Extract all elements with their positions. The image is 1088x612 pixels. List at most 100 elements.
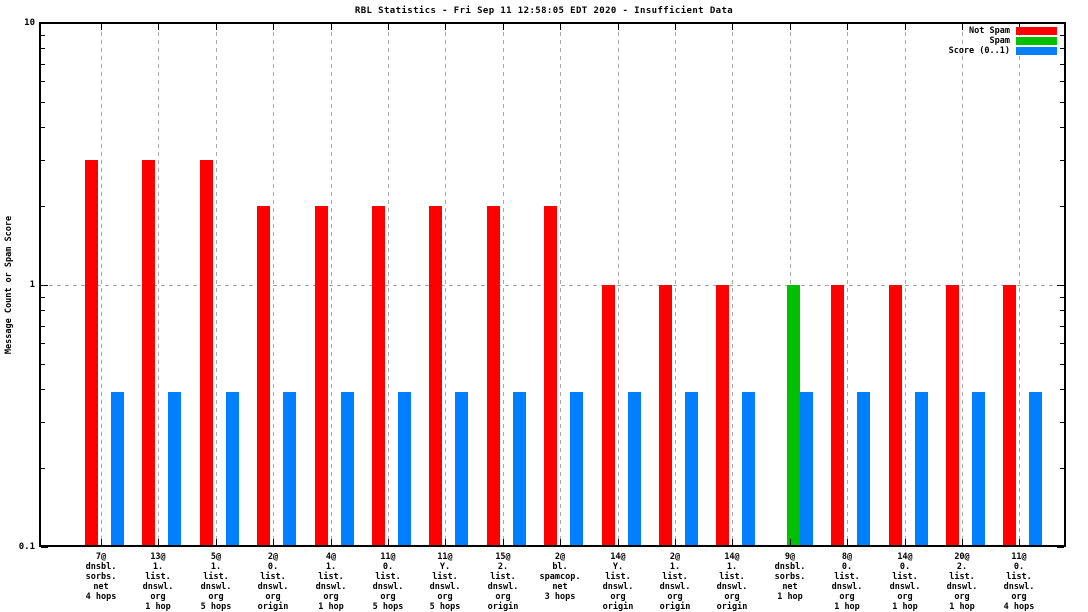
legend-label: Score (0..1) [948, 46, 1010, 56]
bar-score-0-1- [168, 392, 181, 547]
x-tick-top [560, 24, 561, 30]
legend-label: Not Spam [969, 26, 1010, 36]
legend-swatch-icon [1016, 47, 1057, 55]
legend-label: Spam [989, 36, 1010, 46]
legend-entry: Score (0..1) [949, 46, 1057, 56]
x-tick-top [216, 24, 217, 30]
x-tick-bottom [847, 539, 848, 545]
gridline-vertical [388, 24, 389, 545]
x-tick-top [158, 24, 159, 30]
bar-score-0-1- [513, 392, 526, 547]
y-tick-minor-left [41, 48, 45, 49]
bar-score-0-1- [455, 392, 468, 547]
y-tick-minor-left [41, 81, 45, 82]
x-tick-bottom [158, 539, 159, 545]
bar-score-0-1- [972, 392, 985, 547]
x-tick-top [732, 24, 733, 30]
chart-title: RBL Statistics - Fri Sep 11 12:58:05 EDT… [354, 6, 734, 16]
bar-score-0-1- [283, 392, 296, 547]
y-tick-minor-left [41, 35, 45, 36]
bar-not-spam [429, 206, 442, 547]
x-tick-top [905, 24, 906, 30]
x-tick-label: 8@ 0. list. dnswl. org 1 hop [831, 552, 863, 612]
bar-score-0-1- [628, 392, 641, 547]
bar-score-0-1- [111, 392, 124, 547]
x-tick-label: 2@ 1. list. dnswl. org origin [659, 552, 691, 612]
y-tick-minor-right [1060, 468, 1064, 469]
y-tick-minor-right [1060, 310, 1064, 311]
x-tick-bottom [790, 539, 791, 545]
y-tick-major-left [41, 547, 48, 548]
x-tick-label: 11@ Y. list. dnswl. org 5 hops [429, 552, 461, 612]
x-tick-label: 2@ 0. list. dnswl. org origin [257, 552, 289, 612]
x-tick-top [101, 24, 102, 30]
x-tick-label: 5@ 1. list. dnswl. org 5 hops [200, 552, 232, 612]
y-tick-minor-left [41, 310, 45, 311]
x-tick-bottom [445, 539, 446, 545]
x-tick-bottom [503, 539, 504, 545]
y-tick-minor-right [1060, 422, 1064, 423]
y-tick-minor-left [41, 127, 45, 128]
x-tick-top [388, 24, 389, 30]
y-tick-label: 1 [29, 280, 35, 290]
bar-not-spam [487, 206, 500, 547]
x-tick-bottom [962, 539, 963, 545]
x-tick-top [847, 24, 848, 30]
gridline-vertical [158, 24, 159, 545]
y-tick-minor-right [1060, 35, 1064, 36]
gridline-vertical [560, 24, 561, 545]
legend-entry: Not Spam [949, 26, 1057, 36]
x-tick-bottom [331, 539, 332, 545]
bar-not-spam [946, 285, 959, 547]
bar-not-spam [142, 159, 155, 547]
y-tick-major-left [41, 23, 48, 24]
y-tick-minor-right [1060, 326, 1064, 327]
x-tick-label: 7@ dnsbl. sorbs. net 4 hops [85, 552, 117, 602]
y-tick-label: 10 [24, 18, 35, 28]
y-tick-minor-right [1060, 160, 1064, 161]
bar-spam [787, 285, 800, 547]
y-tick-minor-left [41, 389, 45, 390]
y-tick-minor-right [1060, 343, 1064, 344]
gridline-vertical [216, 24, 217, 545]
bar-not-spam [716, 285, 729, 547]
x-tick-bottom [101, 539, 102, 545]
gridline-vertical [273, 24, 274, 545]
gridline-vertical [331, 24, 332, 545]
y-tick-major-right [1057, 23, 1064, 24]
gridline-vertical [503, 24, 504, 545]
y-tick-minor-right [1060, 206, 1064, 207]
bar-score-0-1- [915, 392, 928, 547]
y-tick-minor-left [41, 326, 45, 327]
bar-not-spam [257, 206, 270, 547]
y-tick-minor-left [41, 160, 45, 161]
gridline-vertical [732, 24, 733, 545]
x-tick-bottom [273, 539, 274, 545]
bar-not-spam [602, 285, 615, 547]
y-tick-minor-left [41, 297, 45, 298]
gridline-vertical [905, 24, 906, 545]
y-tick-major-right [1057, 547, 1064, 548]
x-tick-label: 14@ 0. list. dnswl. org 1 hop [889, 552, 921, 612]
gridline-vertical [847, 24, 848, 545]
gridline-vertical [1019, 24, 1020, 545]
x-tick-bottom [216, 539, 217, 545]
x-tick-label: 14@ Y. list. dnswl. org origin [602, 552, 634, 612]
bar-score-0-1- [341, 392, 354, 547]
x-tick-top [331, 24, 332, 30]
legend-swatch-icon [1016, 27, 1057, 35]
bar-not-spam [85, 159, 98, 547]
gridline-vertical [675, 24, 676, 545]
gridline-vertical [618, 24, 619, 545]
x-tick-bottom [388, 539, 389, 545]
x-tick-label: 11@ 0. list. dnswl. org 5 hops [372, 552, 404, 612]
bar-score-0-1- [742, 392, 755, 547]
x-tick-top [273, 24, 274, 30]
gridline-vertical [962, 24, 963, 545]
x-tick-label: 13@ 1. list. dnswl. org 1 hop [142, 552, 174, 612]
x-tick-label: 11@ 0. list. dnswl. org 4 hops [1003, 552, 1035, 612]
y-tick-minor-left [41, 206, 45, 207]
legend-swatch-icon [1016, 37, 1057, 45]
x-tick-top [962, 24, 963, 30]
